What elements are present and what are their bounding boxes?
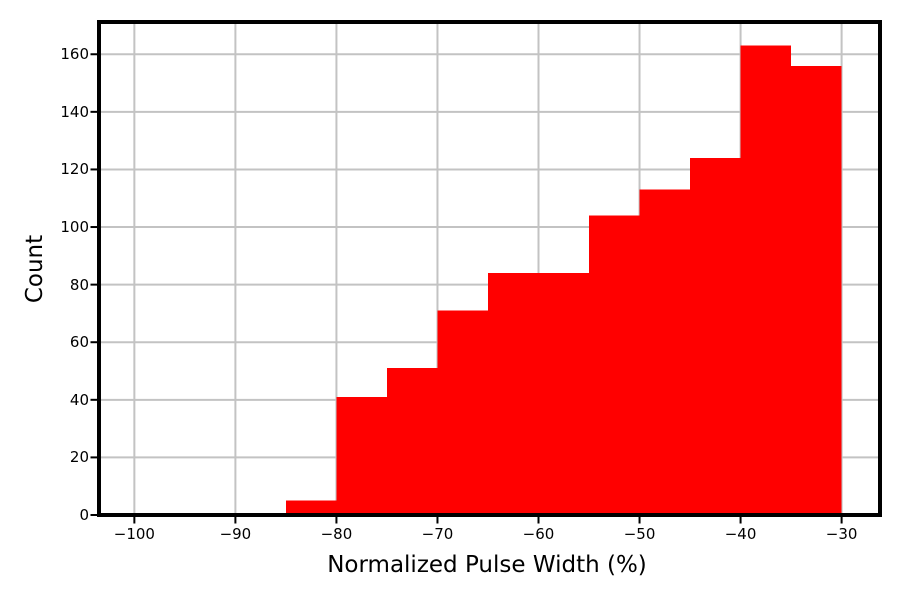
y-axis-label: Count [22, 234, 48, 304]
x-axis-label: Normalized Pulse Width (%) [327, 552, 647, 578]
histogram-bar [639, 189, 691, 515]
histogram-bar [285, 500, 337, 515]
histogram-bar [740, 45, 792, 516]
histogram-bar [690, 157, 741, 515]
histogram-bar [538, 273, 590, 515]
histogram-bar [791, 65, 842, 515]
histogram-bar [386, 368, 438, 515]
histogram-bar [487, 273, 539, 515]
histogram-bar [437, 310, 488, 515]
axes-spines [97, 20, 882, 517]
histogram-bar [336, 396, 387, 515]
histogram-bar [589, 215, 640, 515]
